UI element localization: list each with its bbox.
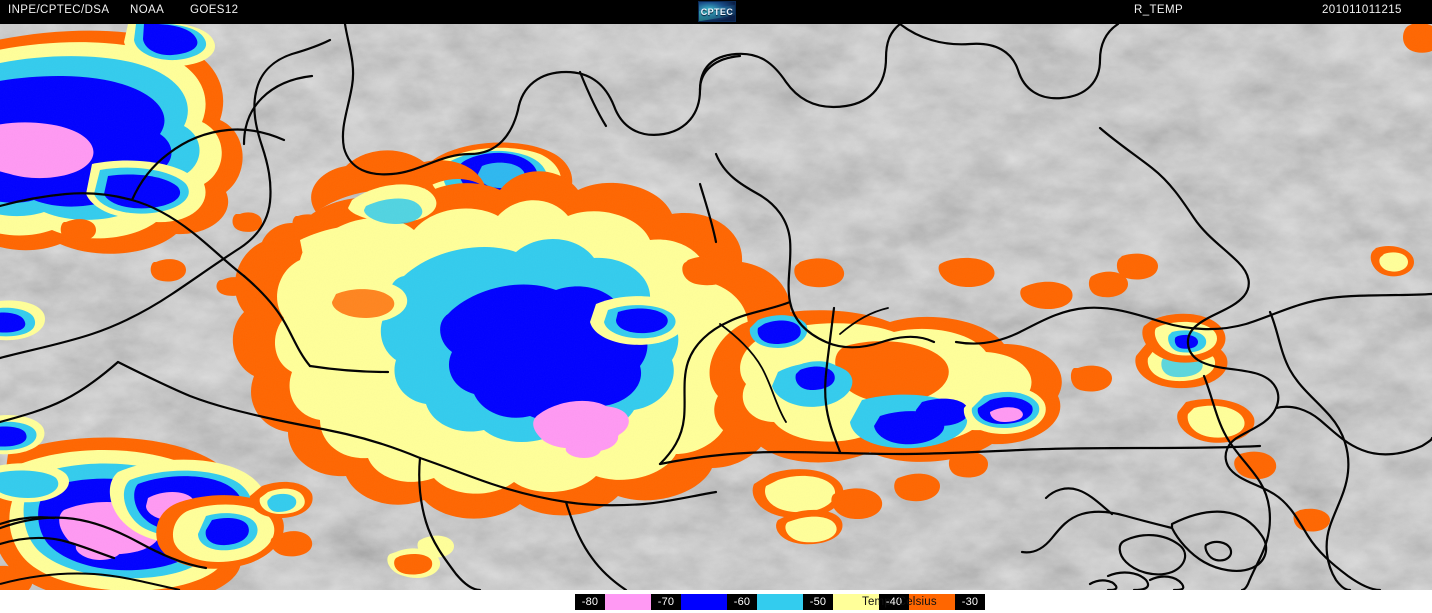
- legend-swatch-yellow: [833, 594, 879, 610]
- legend-tick--70: -70: [651, 594, 681, 610]
- legend-swatch-cyan: [757, 594, 803, 610]
- legend-tick--50: -50: [803, 594, 833, 610]
- header-source-label: INPE/CPTEC/DSA: [8, 4, 110, 16]
- legend-scale: -80 -70 -60 -50 -40 -30: [575, 594, 985, 610]
- header-product-label: R_TEMP: [1134, 4, 1184, 16]
- header-bar: INPE/CPTEC/DSA NOAA GOES12 R_TEMP 201011…: [0, 0, 1432, 24]
- satellite-image: [0, 24, 1432, 590]
- legend-tick--80: -80: [575, 594, 605, 610]
- color-legend: -80 -70 -60 -50 -40 -30 Temp. Celsius: [0, 590, 1432, 613]
- sensor-noise: [0, 24, 1432, 590]
- header-satellite-label: GOES12: [190, 4, 239, 16]
- legend-swatch-blue: [681, 594, 727, 610]
- legend-tick--60: -60: [727, 594, 757, 610]
- legend-tick--40: -40: [879, 594, 909, 610]
- legend-swatch-pink: [605, 594, 651, 610]
- cptec-logo-icon: CPTEC: [698, 1, 736, 22]
- cptec-logo-label: CPTEC: [700, 6, 734, 17]
- legend-units-label: Temp. Celsius: [862, 596, 937, 608]
- legend-tick--30: -30: [955, 594, 985, 610]
- legend-swatch-orange: [909, 594, 955, 610]
- header-datetime-label: 201011011215: [1322, 4, 1402, 16]
- satellite-image-canvas: [0, 24, 1432, 590]
- header-agency-label: NOAA: [130, 4, 165, 16]
